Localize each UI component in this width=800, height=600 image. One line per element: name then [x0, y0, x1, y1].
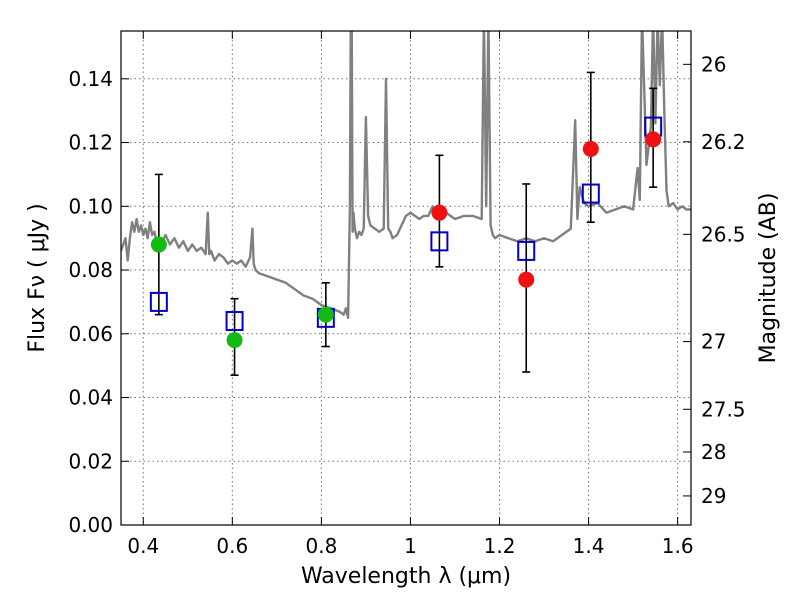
x-tick-label: 1	[404, 534, 417, 558]
y-tick-label: 0.06	[68, 322, 113, 346]
markers	[149, 116, 663, 349]
y-tick-label: 0.04	[68, 386, 113, 410]
observed-flux-point	[431, 204, 448, 221]
y-tick-label: 0.00	[68, 513, 113, 537]
observed-flux-point	[518, 271, 535, 288]
mag-tick-label: 26	[701, 52, 726, 76]
ticks: 0.4 0.6 0.8 1 1.2 1.4 1.6 0.00 0.02 0.04 0.06 0.08 0…	[68, 31, 746, 558]
observed-flux-point	[226, 332, 243, 349]
y-tick-label: 0.14	[68, 67, 113, 91]
x-tick-label: 1.2	[484, 534, 516, 558]
model-spectrum-line	[121, 31, 691, 319]
model-bandpass-square	[581, 183, 600, 204]
observed-flux-point	[645, 131, 662, 148]
x-tick-label: 0.6	[216, 534, 248, 558]
x-tick-label: 0.4	[127, 534, 159, 558]
mag-tick-label: 27	[701, 330, 726, 354]
observed-flux-point	[317, 306, 334, 323]
observed-flux-point	[150, 236, 167, 253]
y-tick-label: 0.12	[68, 131, 113, 155]
model-bandpass-square	[430, 231, 449, 252]
y-tick-label: 0.10	[68, 194, 113, 218]
grid	[121, 31, 691, 525]
model-bandpass-square	[149, 291, 168, 312]
model-bandpass-square	[517, 240, 536, 261]
y-axis-label: Flux Fν ( μJy )	[25, 203, 50, 352]
plot-layer	[121, 31, 691, 319]
x-tick-label: 1.6	[662, 534, 694, 558]
plot-frame	[120, 30, 692, 526]
mag-tick-label: 28	[701, 440, 726, 464]
y-axis-right-label: Magnitude (AB)	[756, 193, 781, 364]
plot-area	[121, 31, 691, 525]
mag-tick-label: 29	[701, 484, 726, 508]
x-axis-label: Wavelength λ (μm)	[301, 564, 511, 589]
x-tick-label: 0.8	[305, 534, 337, 558]
model-bandpass-square	[225, 311, 244, 332]
y-tick-label: 0.02	[68, 449, 113, 473]
mag-tick-label: 26.2	[701, 130, 746, 154]
y-tick-label: 0.08	[68, 258, 113, 282]
mag-tick-label: 26.5	[701, 222, 746, 246]
observed-flux-point	[582, 140, 599, 157]
mag-tick-label: 27.5	[701, 397, 746, 421]
x-tick-label: 1.4	[573, 534, 605, 558]
